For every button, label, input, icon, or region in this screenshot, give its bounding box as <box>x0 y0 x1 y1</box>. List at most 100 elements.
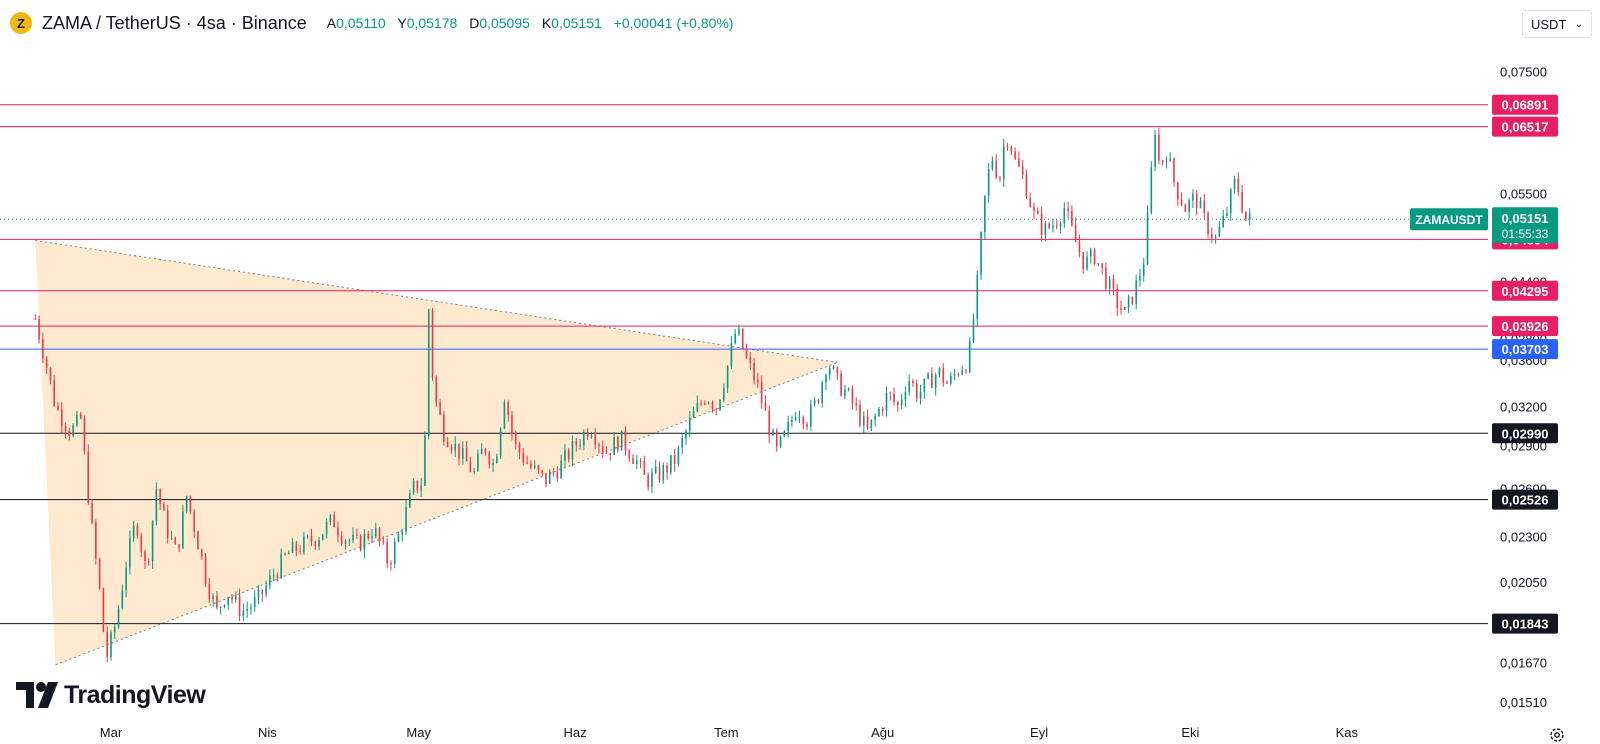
candle-body <box>488 452 491 465</box>
symbol-price-label-text: ZAMAUSDT <box>1415 213 1483 227</box>
candle-body <box>1082 252 1085 270</box>
candle-body <box>1055 225 1058 227</box>
candle-body <box>212 595 214 600</box>
candle-body <box>193 511 195 532</box>
candle-body <box>923 378 926 393</box>
tradingview-logo-icon <box>16 682 58 708</box>
candle-body <box>1037 210 1039 214</box>
candle-body <box>938 368 941 375</box>
triangle-upper-edge <box>35 240 838 363</box>
candle-body <box>253 597 256 608</box>
settings-gear-icon[interactable] <box>1548 726 1566 744</box>
candle-body <box>704 403 706 405</box>
candle-body <box>825 375 827 383</box>
x-axis-tick-label: Eyl <box>1030 725 1048 740</box>
candle-body <box>1018 158 1020 167</box>
symbol-price-label <box>1410 208 1488 231</box>
candle-body <box>49 367 52 381</box>
candle-body <box>1199 200 1202 209</box>
level-price-tag <box>1492 94 1558 115</box>
candle-body <box>163 503 165 511</box>
candle-body <box>537 465 540 471</box>
candle-body <box>564 450 566 461</box>
level-price-tag-label: 0,03926 <box>1502 319 1549 334</box>
candle-body <box>878 409 880 416</box>
candle-body <box>140 535 143 552</box>
level-price-tag-label: 0,06891 <box>1502 98 1549 113</box>
x-axis-tick-label: Tem <box>714 725 739 740</box>
tradingview-logo[interactable]: TradingView <box>14 678 206 712</box>
candle-body <box>1158 134 1160 161</box>
candle-body <box>946 382 948 384</box>
candle-body <box>571 440 574 460</box>
candle-body <box>639 460 642 462</box>
candle-body <box>931 373 933 389</box>
level-price-tag-label: 0,02990 <box>1502 426 1549 441</box>
candle-body <box>454 443 457 451</box>
candle-body <box>458 443 460 459</box>
candle-body <box>870 419 873 429</box>
candle-body <box>885 392 888 411</box>
candle-body <box>601 446 604 453</box>
currency-selector[interactable]: USDT ⌄ <box>1522 10 1592 38</box>
low-label: D <box>469 15 480 31</box>
candle-body <box>915 383 918 399</box>
candle-body <box>299 551 301 553</box>
candle-body <box>189 496 192 512</box>
candle-body <box>957 374 960 376</box>
candle-body <box>560 460 562 479</box>
candle-body <box>810 404 812 427</box>
candle-body <box>439 402 441 415</box>
candle-body <box>942 368 945 383</box>
candle-body <box>552 471 555 473</box>
candle-body <box>125 567 127 591</box>
candle-body <box>919 392 922 399</box>
candle-body <box>1237 178 1240 193</box>
candle-body <box>1116 288 1119 309</box>
candle-body <box>530 463 532 468</box>
candle-body <box>881 409 884 411</box>
candle-body <box>1093 249 1096 264</box>
candle-body <box>492 462 494 465</box>
candle-body <box>371 536 373 539</box>
candle-body <box>144 551 146 562</box>
y-axis-tick-label: 0,03200 <box>1500 400 1547 415</box>
candle-body <box>518 443 521 453</box>
candle-body <box>579 445 581 447</box>
candle-body <box>325 522 328 535</box>
candle-body <box>1139 275 1141 281</box>
candle-body <box>670 455 672 473</box>
candle-body <box>378 528 381 541</box>
symbol-title[interactable]: ZAMA / TetherUS · 4sa · Binance <box>42 12 307 33</box>
candle-body <box>269 575 271 586</box>
candle-body <box>862 416 865 426</box>
candle-body <box>741 328 744 349</box>
candle-body <box>393 541 396 564</box>
level-price-tag-label: 0,06517 <box>1502 120 1549 135</box>
candle-body <box>1131 296 1134 305</box>
candle-body <box>136 525 139 536</box>
candle-body <box>337 527 339 536</box>
candle-body <box>148 561 150 563</box>
candle-body <box>726 365 729 389</box>
candle-body <box>583 431 585 446</box>
candle-body <box>1120 308 1122 310</box>
candle-body <box>828 368 831 376</box>
candle-body <box>598 444 600 447</box>
candle-body <box>624 430 627 451</box>
candle-body <box>53 380 56 407</box>
candle-body <box>461 447 464 459</box>
candle-body <box>469 461 472 472</box>
candle-body <box>1211 234 1213 238</box>
y-axis-tick-label: 0,02050 <box>1500 575 1547 590</box>
candle-body <box>1233 178 1236 190</box>
candle-body <box>980 232 982 275</box>
candle-body <box>1040 213 1043 235</box>
current-price-countdown: 01:55:33 <box>1502 227 1549 241</box>
candle-body <box>779 436 782 447</box>
candle-body <box>91 502 93 523</box>
candle-body <box>182 511 184 548</box>
candle-body <box>1052 225 1054 228</box>
candle-body <box>1154 134 1156 167</box>
